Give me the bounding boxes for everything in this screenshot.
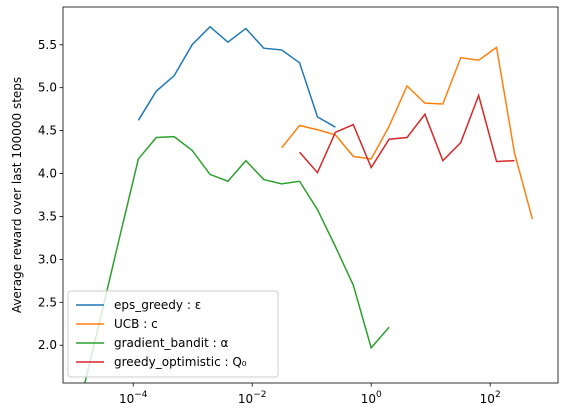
y-tick-label: 3.5 (38, 209, 57, 223)
x-tick-exponent: 0 (376, 390, 382, 400)
legend-label: gradient_bandit : α (114, 336, 228, 350)
legend-box (67, 290, 279, 378)
legend-label: eps_greedy : ε (114, 298, 201, 312)
x-tick-label: 10−2 (238, 390, 267, 406)
x-tick-label: 10−4 (119, 390, 148, 406)
series-line (84, 135, 390, 383)
series-line (137, 25, 336, 128)
x-tick-base: 10 (480, 392, 495, 406)
plot-lines (84, 25, 534, 383)
x-tick-exponent: −4 (134, 390, 148, 400)
x-tick-label: 102 (480, 390, 501, 406)
y-axis-label: Average reward over last 100000 steps (10, 77, 24, 313)
y-tick-label: 3.0 (38, 252, 57, 266)
x-tick-base: 10 (361, 392, 376, 406)
x-tick-base: 10 (238, 392, 253, 406)
x-tick-label: 100 (361, 390, 382, 406)
y-tick-label: 5.5 (38, 38, 57, 52)
y-tick-label: 2.0 (38, 338, 57, 352)
y-tick-label: 2.5 (38, 295, 57, 309)
y-tick-label: 4.5 (38, 124, 57, 138)
legend-label: greedy_optimistic : Q₀ (114, 355, 247, 369)
x-tick-base: 10 (119, 392, 134, 406)
y-tick-label: 5.0 (38, 81, 57, 95)
series-line (281, 46, 534, 220)
plot-frame (62, 6, 559, 384)
x-tick-exponent: 2 (495, 390, 501, 400)
series-line (298, 92, 515, 175)
x-tick-exponent: −2 (253, 390, 266, 400)
legend-label: UCB : c (114, 317, 158, 331)
y-tick-label: 4.0 (38, 167, 57, 181)
